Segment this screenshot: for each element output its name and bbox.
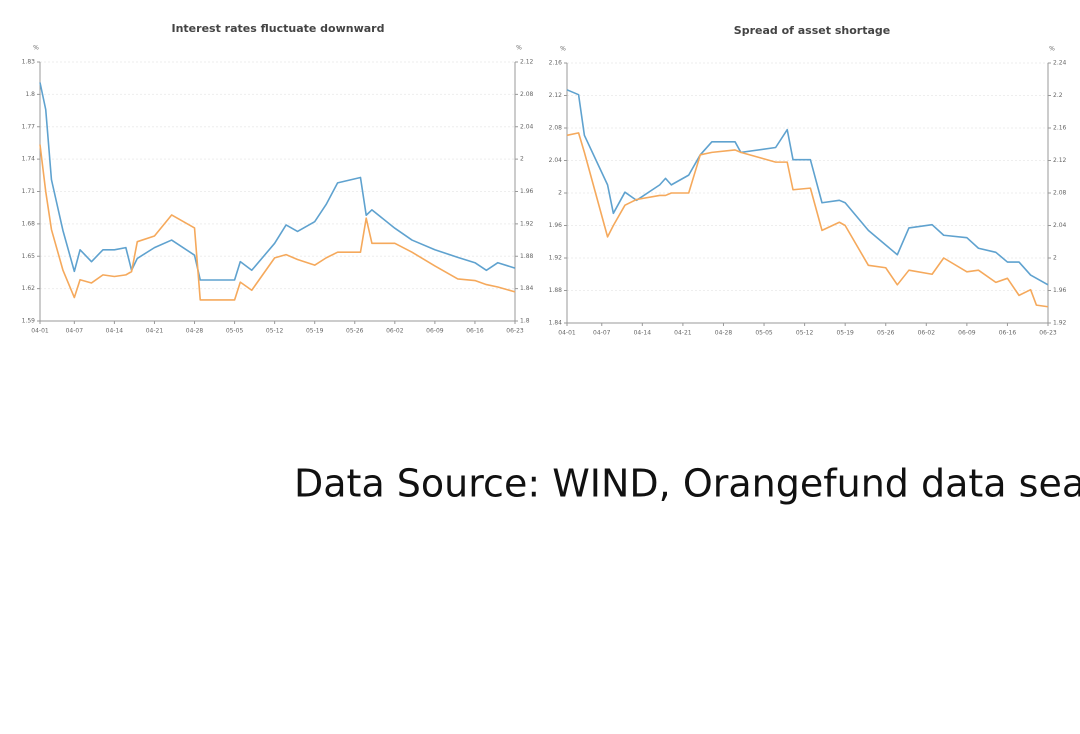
y2-tick-label: 2.04 xyxy=(520,123,534,130)
chart-title: Interest rates fluctuate downward xyxy=(172,22,385,35)
x-tick-label: 05-19 xyxy=(836,330,854,337)
y2-tick-label: 1.92 xyxy=(520,220,534,227)
y2-tick-label: 1.96 xyxy=(1053,287,1067,294)
x-tick-label: 05-26 xyxy=(877,330,895,337)
y-tick-label: 1.92 xyxy=(549,255,563,262)
y-tick-label: 2.08 xyxy=(549,125,563,132)
x-tick-label: 04-07 xyxy=(66,328,84,335)
x-tick-label: 06-16 xyxy=(466,328,484,335)
y-tick-label: 2.16 xyxy=(549,60,563,67)
series-line xyxy=(566,89,1049,286)
y2-tick-label: 1.88 xyxy=(520,253,534,260)
x-tick-label: 05-05 xyxy=(755,330,773,337)
x-tick-label: 05-12 xyxy=(796,330,814,337)
x-tick-label: 06-02 xyxy=(386,328,404,335)
x-tick-label: 04-28 xyxy=(186,328,204,335)
y2-tick-label: 1.92 xyxy=(1053,320,1067,327)
x-tick-label: 05-05 xyxy=(226,328,244,335)
y2-tick-label: 2 xyxy=(1053,255,1057,262)
y-tick-label: 1.88 xyxy=(549,287,563,294)
y2-axis-unit: % xyxy=(1049,46,1055,53)
x-tick-label: 05-19 xyxy=(306,328,324,335)
series-line xyxy=(39,82,516,281)
y2-tick-label: 2.2 xyxy=(1053,92,1063,99)
y-tick-label: 1.65 xyxy=(22,253,36,260)
y-axis-unit: % xyxy=(33,45,39,52)
y-tick-label: 1.71 xyxy=(22,188,36,195)
x-tick-label: 06-09 xyxy=(958,330,976,337)
series-line xyxy=(566,132,1049,308)
y-tick-label: 1.8 xyxy=(25,91,35,98)
y-tick-label: 1.59 xyxy=(22,318,36,325)
y-tick-label: 1.77 xyxy=(22,123,36,130)
x-tick-label: 04-07 xyxy=(593,330,611,337)
x-tick-label: 06-02 xyxy=(918,330,936,337)
y-tick-label: 2 xyxy=(558,190,562,197)
y-tick-label: 1.74 xyxy=(22,156,36,163)
y2-tick-label: 2.12 xyxy=(1053,157,1067,164)
y-tick-label: 2.12 xyxy=(549,92,563,99)
y2-axis-unit: % xyxy=(516,45,522,52)
source-note: Data Source: WIND, Orangefund data sea xyxy=(294,462,1080,506)
y-tick-label: 1.68 xyxy=(22,220,36,227)
x-tick-label: 04-14 xyxy=(634,330,652,337)
y-tick-label: 1.96 xyxy=(549,222,563,229)
y2-tick-label: 2 xyxy=(520,156,524,163)
y-tick-label: 2.04 xyxy=(549,157,563,164)
x-tick-label: 04-21 xyxy=(674,330,692,337)
y-tick-label: 1.83 xyxy=(22,59,36,66)
y2-tick-label: 2.12 xyxy=(520,59,534,66)
y-axis-unit: % xyxy=(560,46,566,53)
x-tick-label: 04-01 xyxy=(31,328,49,335)
y2-tick-label: 2.24 xyxy=(1053,60,1067,67)
chart-title: Spread of asset shortage xyxy=(734,24,890,37)
x-tick-label: 05-26 xyxy=(346,328,364,335)
y-tick-label: 1.62 xyxy=(22,285,36,292)
y2-tick-label: 1.84 xyxy=(520,285,534,292)
x-tick-label: 06-23 xyxy=(506,328,524,335)
y2-tick-label: 1.96 xyxy=(520,188,534,195)
y2-tick-label: 2.08 xyxy=(1053,190,1067,197)
x-tick-label: 05-12 xyxy=(266,328,284,335)
y-tick-label: 1.84 xyxy=(549,320,563,327)
series-line xyxy=(39,144,516,301)
x-tick-label: 04-21 xyxy=(146,328,164,335)
x-tick-label: 04-01 xyxy=(558,330,576,337)
x-tick-label: 06-09 xyxy=(426,328,444,335)
x-tick-label: 06-23 xyxy=(1039,330,1057,337)
y2-tick-label: 1.8 xyxy=(520,318,530,325)
y2-tick-label: 2.16 xyxy=(1053,125,1067,132)
x-tick-label: 06-16 xyxy=(999,330,1017,337)
y2-tick-label: 2.08 xyxy=(520,91,534,98)
y2-tick-label: 2.04 xyxy=(1053,222,1067,229)
x-tick-label: 04-14 xyxy=(106,328,124,335)
x-tick-label: 04-28 xyxy=(715,330,733,337)
